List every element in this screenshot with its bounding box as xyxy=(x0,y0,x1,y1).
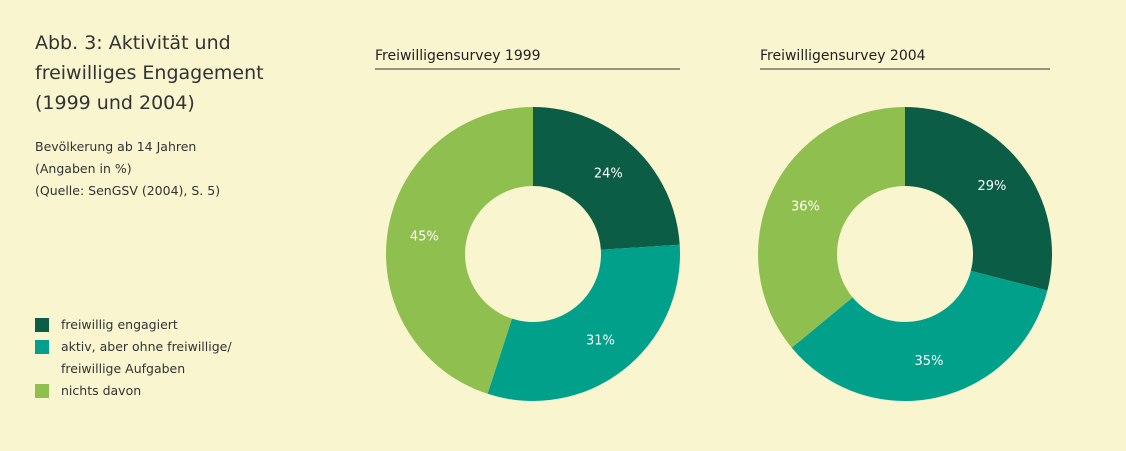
notes: Bevölkerung ab 14 Jahren (Angaben in %) (Q… xyxy=(35,136,220,202)
value-label: 24% xyxy=(594,166,623,181)
legend-item: nichts davon xyxy=(35,380,235,402)
legend-item: freiwillig engagiert xyxy=(35,314,235,336)
legend-swatch xyxy=(35,384,49,398)
value-label: 31% xyxy=(586,333,615,348)
note-line: (Angaben in %) xyxy=(35,161,132,176)
note-line: (Quelle: SenGSV (2004), S. 5) xyxy=(35,183,221,198)
donut-segment xyxy=(905,107,1053,291)
legend-item: aktiv, aber ohne freiwillige/ freiwillig… xyxy=(35,336,235,380)
donut-segment xyxy=(487,244,680,401)
value-label: 45% xyxy=(410,229,439,244)
value-label: 29% xyxy=(977,179,1006,194)
legend-label: freiwillig engagiert xyxy=(61,317,178,332)
legend-swatch xyxy=(35,340,49,354)
donut-segment xyxy=(791,270,1048,401)
value-label: 36% xyxy=(791,200,820,215)
donut-segment xyxy=(757,107,905,348)
donut-segment xyxy=(533,107,680,250)
note-line: Bevölkerung ab 14 Jahren xyxy=(35,139,197,154)
chart-title: Freiwilligensurvey 1999 xyxy=(375,48,541,64)
chart-title: Freiwilligensurvey 2004 xyxy=(760,48,926,64)
legend: freiwillig engagiert aktiv, aber ohne fre… xyxy=(35,314,235,402)
legend-label: nichts davon xyxy=(61,383,142,398)
legend-label: aktiv, aber ohne freiwillige/ freiwillig… xyxy=(61,339,232,376)
donut-segment xyxy=(386,107,533,394)
figure-title: Abb. 3: Aktivität und freiwilliges Engag… xyxy=(35,32,264,114)
value-label: 35% xyxy=(915,354,944,369)
legend-swatch xyxy=(35,318,49,332)
